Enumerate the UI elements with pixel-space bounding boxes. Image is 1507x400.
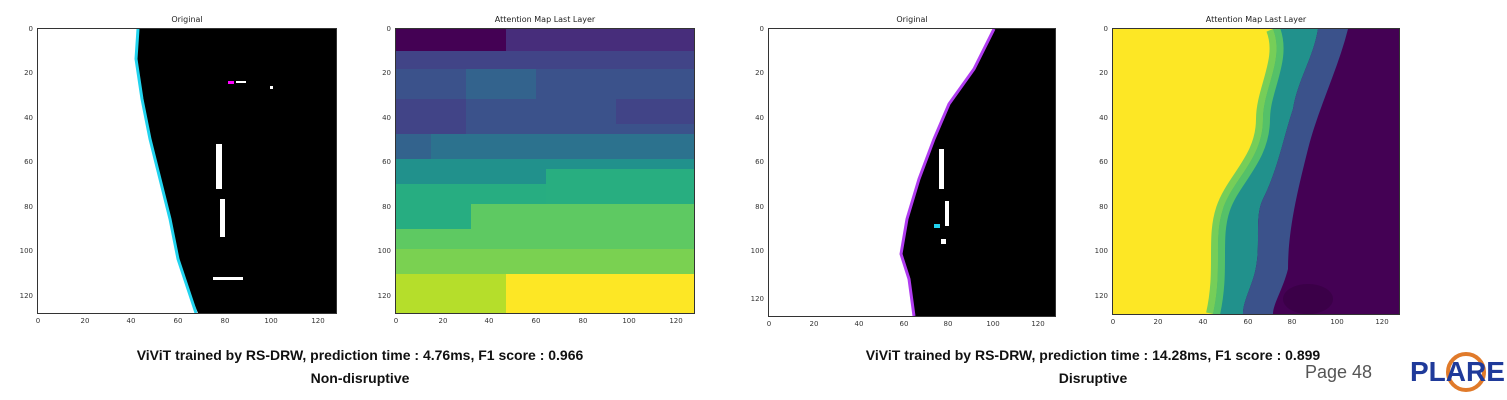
panel-title: Original — [171, 15, 203, 24]
y-tick: 60 — [1099, 158, 1108, 166]
panel-title: Attention Map Last Layer — [1205, 15, 1307, 24]
x-tick: 0 — [1110, 318, 1116, 326]
y-tick: 40 — [24, 114, 33, 122]
image-attention-right — [1112, 28, 1400, 315]
x-tick: 120 — [1031, 320, 1045, 328]
x-tick: 20 — [1153, 318, 1163, 326]
x-tick: 40 — [1198, 318, 1208, 326]
image-original-left — [37, 28, 337, 314]
x-tick: 40 — [854, 320, 864, 328]
y-tick: 60 — [382, 158, 391, 166]
x-tick: 0 — [393, 317, 399, 325]
y-tick: 20 — [1099, 69, 1108, 77]
x-tick: 120 — [669, 317, 683, 325]
x-tick: 40 — [484, 317, 494, 325]
x-tick: 0 — [766, 320, 772, 328]
plare-logo: PLARE — [1408, 350, 1505, 392]
y-tick: 40 — [755, 114, 764, 122]
y-tick: 40 — [382, 114, 391, 122]
x-tick: 60 — [173, 317, 183, 325]
y-tick: 40 — [1099, 114, 1108, 122]
y-tick: 120 — [750, 295, 764, 303]
y-tick: 120 — [1094, 292, 1108, 300]
panel-title: Attention Map Last Layer — [494, 15, 596, 24]
y-tick: 100 — [1094, 247, 1108, 255]
x-tick: 80 — [943, 320, 953, 328]
x-tick: 100 — [264, 317, 278, 325]
y-tick: 120 — [377, 292, 391, 300]
image-attention-left — [395, 28, 695, 314]
y-tick: 100 — [19, 247, 33, 255]
x-tick: 60 — [1243, 318, 1253, 326]
x-tick: 40 — [126, 317, 136, 325]
y-tick: 80 — [24, 203, 33, 211]
y-tick: 120 — [19, 292, 33, 300]
y-tick: 60 — [755, 158, 764, 166]
y-tick: 100 — [377, 247, 391, 255]
y-tick: 80 — [755, 203, 764, 211]
page-number: Page 48 — [1305, 362, 1373, 382]
logo-text: PLARE — [1410, 356, 1504, 387]
x-tick: 60 — [531, 317, 541, 325]
panel-title: Original — [896, 15, 928, 24]
y-tick: 20 — [24, 69, 33, 77]
y-tick: 80 — [382, 203, 391, 211]
caption-left-line2: Non-disruptive — [310, 370, 410, 386]
y-tick: 100 — [750, 247, 764, 255]
x-tick: 120 — [311, 317, 325, 325]
y-tick: 0 — [386, 25, 391, 33]
x-tick: 100 — [622, 317, 636, 325]
caption-left-line1: ViViT trained by RS-DRW, prediction time… — [136, 347, 584, 363]
y-tick: 80 — [1099, 203, 1108, 211]
x-tick: 120 — [1375, 318, 1389, 326]
x-tick: 80 — [578, 317, 588, 325]
x-tick: 80 — [220, 317, 230, 325]
y-tick: 20 — [382, 69, 391, 77]
x-tick: 80 — [1287, 318, 1297, 326]
y-tick: 0 — [1103, 25, 1108, 33]
caption-right-line1: ViViT trained by RS-DRW, prediction time… — [865, 347, 1321, 363]
x-tick: 20 — [809, 320, 819, 328]
x-tick: 20 — [80, 317, 90, 325]
y-tick: 20 — [755, 69, 764, 77]
image-original-right — [768, 28, 1056, 317]
y-tick: 0 — [28, 25, 33, 33]
x-tick: 60 — [899, 320, 909, 328]
x-tick: 20 — [438, 317, 448, 325]
caption-right-line2: Disruptive — [1058, 370, 1128, 386]
y-tick: 60 — [24, 158, 33, 166]
y-tick: 0 — [759, 25, 764, 33]
x-tick: 100 — [1330, 318, 1344, 326]
x-tick: 0 — [35, 317, 41, 325]
x-tick: 100 — [986, 320, 1000, 328]
